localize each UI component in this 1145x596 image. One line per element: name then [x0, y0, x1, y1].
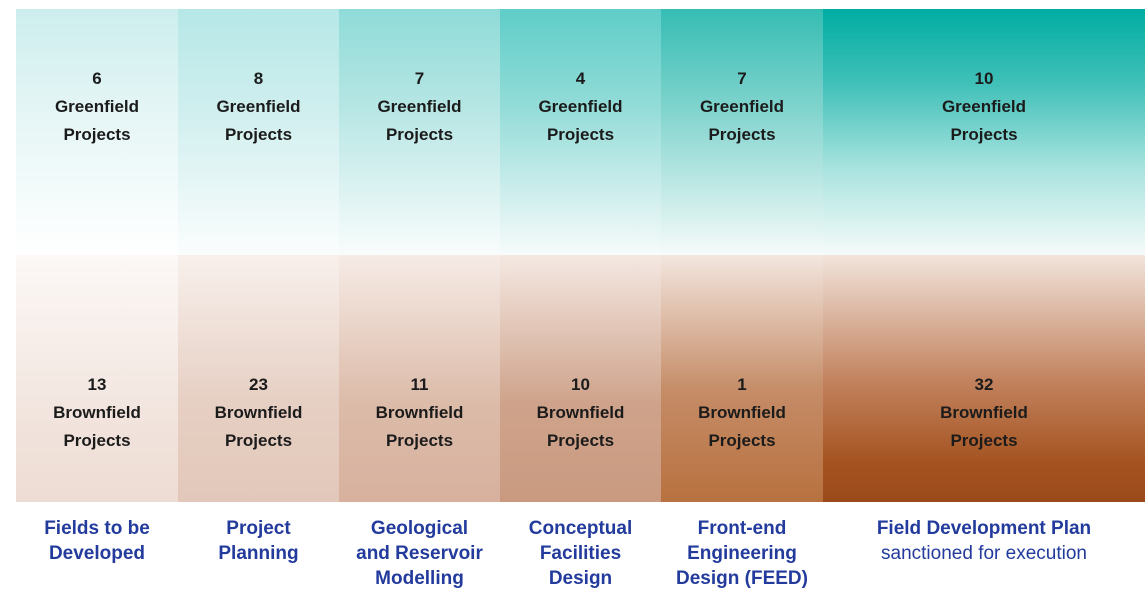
- greenfield-count: 6: [92, 69, 102, 88]
- brownfield-projects: Projects: [224, 431, 293, 450]
- stage-line: and Reservoir: [356, 543, 483, 564]
- brownfield-label: 13 Brownfield Projects: [16, 371, 178, 455]
- brownfield-cell: 13 Brownfield Projects: [16, 255, 178, 502]
- stage-label-field-development-plan: Field Development Plan sanctioned for ex…: [823, 516, 1145, 566]
- stage-line: Developed: [48, 543, 146, 564]
- brownfield-type: Brownfield: [53, 403, 141, 422]
- brownfield-projects: Projects: [546, 431, 615, 450]
- greenfield-type: Greenfield: [699, 97, 785, 116]
- brownfield-type: Brownfield: [698, 403, 786, 422]
- brownfield-count: 11: [410, 375, 429, 394]
- greenfield-count: 7: [414, 69, 425, 88]
- greenfield-type: Greenfield: [54, 97, 140, 116]
- greenfield-projects: Projects: [546, 125, 615, 144]
- greenfield-cell: 7 Greenfield Projects: [339, 9, 500, 255]
- greenfield-label: 10 Greenfield Projects: [823, 65, 1145, 149]
- greenfield-count: 4: [575, 69, 586, 88]
- column-fields-to-be-developed: 6 Greenfield Projects 13 Brownfield Proj…: [16, 9, 178, 502]
- greenfield-cell: 4 Greenfield Projects: [500, 9, 661, 255]
- brownfield-cell: 23 Brownfield Projects: [178, 255, 339, 502]
- brownfield-type: Brownfield: [536, 403, 625, 422]
- greenfield-label: 8 Greenfield Projects: [178, 65, 339, 149]
- brownfield-label: 1 Brownfield Projects: [661, 371, 823, 455]
- brownfield-cell: 11 Brownfield Projects: [339, 255, 500, 502]
- greenfield-type: Greenfield: [538, 97, 623, 116]
- greenfield-label: 7 Greenfield Projects: [339, 65, 500, 149]
- stage-line: Conceptual: [528, 518, 633, 539]
- brownfield-label: 11 Brownfield Projects: [339, 371, 500, 455]
- stage-line: Planning: [218, 543, 299, 564]
- brownfield-cell: 1 Brownfield Projects: [661, 255, 823, 502]
- brownfield-projects: Projects: [385, 431, 454, 450]
- greenfield-projects: Projects: [63, 125, 131, 144]
- stage-line: Front-end: [697, 518, 787, 539]
- brownfield-projects: Projects: [708, 431, 776, 450]
- stage-line: Design: [548, 568, 613, 589]
- stage-label-fields-to-be-developed: Fields to be Developed: [16, 516, 178, 566]
- greenfield-type: Greenfield: [941, 97, 1027, 116]
- brownfield-count: 13: [87, 375, 107, 394]
- stage-line: Design (FEED): [676, 568, 808, 589]
- stage-label-geological-modelling: Geological and Reservoir Modelling: [339, 516, 500, 591]
- brownfield-projects: Projects: [950, 431, 1018, 450]
- greenfield-projects: Projects: [385, 125, 454, 144]
- column-geological-modelling: 7 Greenfield Projects 11 Brownfield Proj…: [339, 9, 500, 502]
- stage-subline: sanctioned for execution: [881, 543, 1087, 564]
- brownfield-count: 32: [974, 375, 994, 394]
- stage-line: Facilities: [539, 543, 622, 564]
- greenfield-projects: Projects: [708, 125, 776, 144]
- stage-line: Engineering: [687, 543, 797, 564]
- greenfield-cell: 7 Greenfield Projects: [661, 9, 823, 255]
- stage-label-project-planning: Project Planning: [178, 516, 339, 566]
- greenfield-count: 8: [253, 69, 264, 88]
- greenfield-cell: 6 Greenfield Projects: [16, 9, 178, 255]
- brownfield-count: 1: [737, 375, 747, 394]
- greenfield-label: 4 Greenfield Projects: [500, 65, 661, 149]
- brownfield-cell: 10 Brownfield Projects: [500, 255, 661, 502]
- stage-label-feed: Front-end Engineering Design (FEED): [661, 516, 823, 591]
- greenfield-label: 7 Greenfield Projects: [661, 65, 823, 149]
- project-pipeline-grid: 6 Greenfield Projects 13 Brownfield Proj…: [16, 9, 1145, 502]
- greenfield-count: 7: [737, 69, 747, 88]
- brownfield-projects: Projects: [63, 431, 131, 450]
- brownfield-type: Brownfield: [375, 403, 464, 422]
- brownfield-label: 32 Brownfield Projects: [823, 371, 1145, 455]
- greenfield-type: Greenfield: [377, 97, 462, 116]
- column-field-development-plan: 10 Greenfield Projects 32 Brownfield Pro…: [823, 9, 1145, 502]
- greenfield-type: Greenfield: [216, 97, 301, 116]
- stage-label-conceptual-facilities-design: Conceptual Facilities Design: [500, 516, 661, 591]
- brownfield-count: 10: [571, 375, 590, 394]
- greenfield-count: 10: [974, 69, 994, 88]
- stage-line: Fields to be: [44, 518, 150, 539]
- brownfield-label: 10 Brownfield Projects: [500, 371, 661, 455]
- greenfield-projects: Projects: [224, 125, 293, 144]
- stage-line: Field Development Plan: [876, 518, 1092, 539]
- brownfield-type: Brownfield: [940, 403, 1028, 422]
- greenfield-cell: 8 Greenfield Projects: [178, 9, 339, 255]
- column-feed: 7 Greenfield Projects 1 Brownfield Proje…: [661, 9, 823, 502]
- stage-line: Modelling: [375, 568, 464, 589]
- brownfield-count: 23: [249, 375, 268, 394]
- column-project-planning: 8 Greenfield Projects 23 Brownfield Proj…: [178, 9, 339, 502]
- greenfield-cell: 10 Greenfield Projects: [823, 9, 1145, 255]
- stage-line: Geological: [370, 518, 469, 539]
- brownfield-type: Brownfield: [214, 403, 303, 422]
- greenfield-projects: Projects: [950, 125, 1018, 144]
- greenfield-label: 6 Greenfield Projects: [16, 65, 178, 149]
- stage-line: Project: [226, 518, 291, 539]
- column-conceptual-facilities-design: 4 Greenfield Projects 10 Brownfield Proj…: [500, 9, 661, 502]
- brownfield-cell: 32 Brownfield Projects: [823, 255, 1145, 502]
- brownfield-label: 23 Brownfield Projects: [178, 371, 339, 455]
